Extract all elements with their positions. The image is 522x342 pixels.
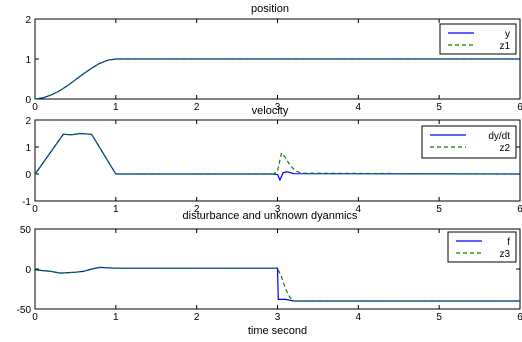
legend-box bbox=[439, 23, 517, 55]
y-tick-label: 0 bbox=[25, 170, 31, 181]
x-tick-label: 4 bbox=[356, 102, 362, 113]
legend-label: z2 bbox=[499, 143, 510, 154]
x-tick-label: 6 bbox=[517, 204, 522, 215]
y-tick-label: 2 bbox=[25, 116, 31, 127]
x-tick-label: 5 bbox=[436, 204, 442, 215]
x-tick-label: 2 bbox=[194, 204, 200, 215]
x-tick-label: 3 bbox=[275, 312, 281, 323]
x-tick-label: 4 bbox=[356, 312, 362, 323]
panel-1: 0 1 2 3 4 5 6 0 1 2 position yz1 bbox=[25, 3, 522, 113]
x-tick-label: 3 bbox=[275, 204, 281, 215]
legend-label: z1 bbox=[499, 41, 510, 52]
x-tick-label: 6 bbox=[517, 312, 522, 323]
x-tick-label: 6 bbox=[517, 102, 522, 113]
legend-label: dy/dt bbox=[488, 131, 510, 142]
legend: yz1 bbox=[439, 23, 517, 55]
x-tick-label: 2 bbox=[194, 312, 200, 323]
x-tick-label: 1 bbox=[113, 204, 119, 215]
x-tick-label: 5 bbox=[436, 312, 442, 323]
series-line-z3 bbox=[34, 266, 520, 302]
chart-title: position bbox=[251, 3, 289, 15]
legend-label: z3 bbox=[499, 249, 510, 260]
x-axis-label: time second bbox=[248, 325, 307, 337]
chart-title: velocity bbox=[252, 105, 289, 117]
series-line-z2 bbox=[34, 132, 521, 175]
y-tick-label: 50 bbox=[20, 225, 32, 236]
x-tick-label: 4 bbox=[356, 204, 362, 215]
y-tick-label: 0 bbox=[25, 265, 31, 276]
legend-box bbox=[447, 231, 517, 263]
x-tick-label: 1 bbox=[113, 312, 119, 323]
x-tick-label: 0 bbox=[32, 102, 38, 113]
legend-label: f bbox=[507, 237, 510, 248]
chart-title: disturbance and unknown dyanmics bbox=[183, 210, 358, 222]
x-tick-label: 2 bbox=[194, 102, 200, 113]
legend-box bbox=[421, 125, 517, 159]
series-line-z1 bbox=[34, 58, 520, 100]
y-tick-label: -1 bbox=[22, 197, 31, 208]
y-tick-label: 1 bbox=[25, 143, 31, 154]
x-tick-label: 0 bbox=[32, 312, 38, 323]
y-tick-label: -50 bbox=[17, 305, 32, 316]
x-tick-label: 5 bbox=[436, 102, 442, 113]
x-tick-label: 3 bbox=[275, 102, 281, 113]
x-tick-label: 0 bbox=[32, 204, 38, 215]
y-tick-label: 2 bbox=[25, 15, 31, 26]
x-tick-label: 1 bbox=[113, 102, 119, 113]
legend-label: y bbox=[505, 29, 510, 40]
y-tick-label: 0 bbox=[25, 95, 31, 106]
legend: fz3 bbox=[447, 231, 517, 263]
y-tick-label: 1 bbox=[25, 55, 31, 66]
